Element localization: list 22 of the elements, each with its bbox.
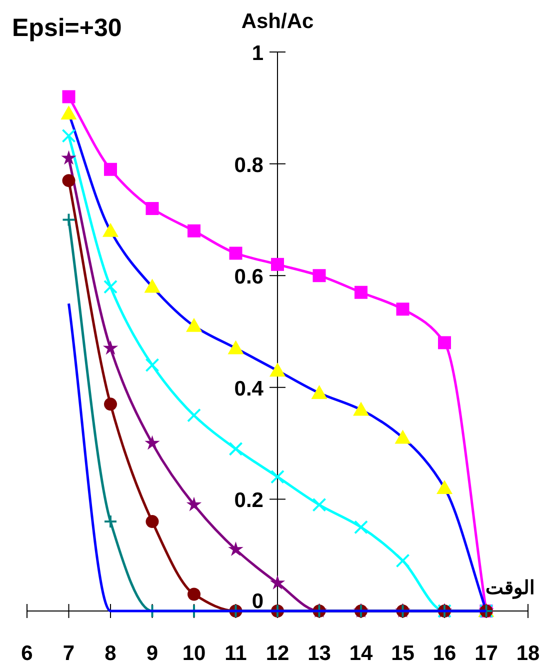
x-tick-label: 9 (146, 642, 158, 665)
y-tick-label: 1 (252, 42, 264, 65)
y-tick-label: 0.4 (234, 377, 264, 400)
x-tick-label: 6 (21, 642, 33, 665)
x-tick-label: 17 (474, 642, 498, 665)
x-tick-label: 10 (182, 642, 206, 665)
x-tick-label: 16 (432, 642, 456, 665)
chart-title: Epsi=+30 (12, 14, 122, 42)
x-tick-label: 15 (391, 642, 415, 665)
y-tick-label: 0 (252, 590, 264, 613)
x-tick-label: 12 (266, 642, 290, 665)
y-tick-label: 0.6 (234, 266, 264, 289)
y-tick-label: 0.8 (234, 154, 264, 177)
x-tick-label: 18 (516, 642, 540, 665)
y-axis-title: Ash/Ac (241, 10, 314, 33)
x-tick-label: 11 (224, 642, 248, 665)
y-tick-label: 0.2 (234, 489, 264, 512)
x-tick-label: 14 (349, 642, 373, 665)
x-axis-title: الوقت (486, 577, 534, 599)
x-tick-label: 13 (308, 642, 331, 665)
x-tick-label: 8 (104, 642, 117, 665)
x-tick-label: 7 (62, 642, 75, 665)
